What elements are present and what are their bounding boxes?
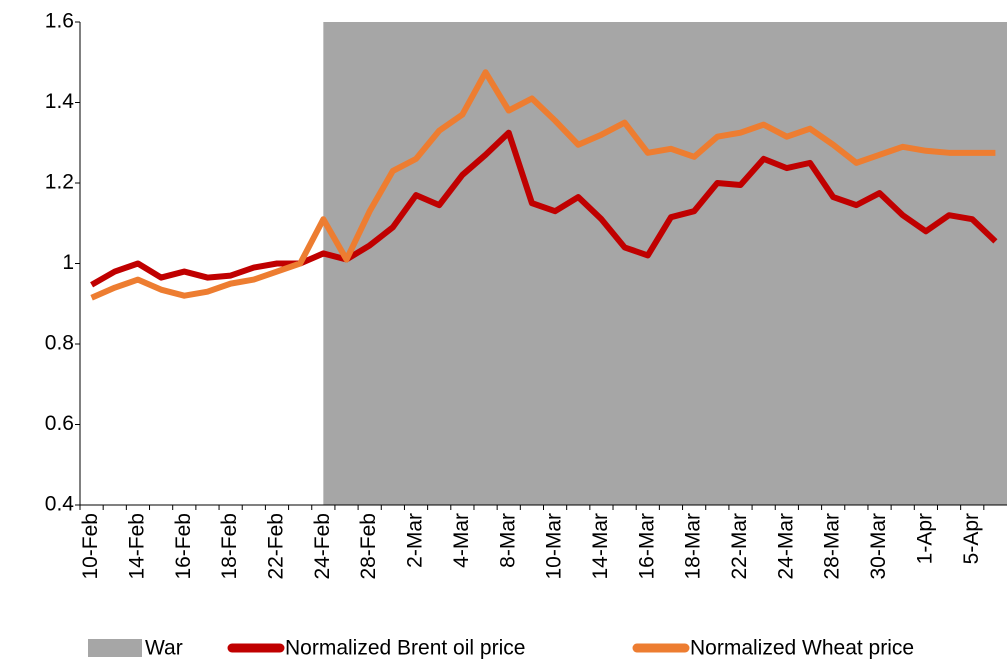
x-tick-label: 14-Feb — [125, 513, 148, 580]
war-area — [323, 22, 1007, 505]
x-tick-label: 2-Mar — [404, 513, 427, 568]
y-tick-label: 0.8 — [45, 332, 74, 355]
legend-label: Normalized Wheat price — [690, 637, 914, 660]
y-tick-label: 1 — [62, 251, 74, 274]
x-tick-label: 5-Apr — [960, 513, 983, 564]
x-tick-label: 28-Mar — [821, 513, 844, 580]
y-tick-label: 1.4 — [45, 90, 75, 113]
x-tick-label: 30-Mar — [867, 513, 890, 580]
legend-swatch — [88, 639, 142, 657]
x-tick-label: 18-Feb — [218, 513, 241, 580]
x-tick-label: 18-Mar — [682, 513, 705, 580]
y-tick-label: 0.4 — [45, 493, 75, 516]
x-tick-label: 24-Feb — [311, 513, 334, 580]
x-tick-label: 24-Mar — [774, 513, 797, 580]
x-tick-label: 10-Mar — [543, 513, 566, 580]
y-tick-label: 1.6 — [45, 10, 74, 33]
x-tick-label: 4-Mar — [450, 513, 473, 568]
x-tick-label: 8-Mar — [496, 513, 519, 568]
y-tick-label: 1.2 — [45, 171, 74, 194]
x-tick-label: 1-Apr — [913, 513, 936, 564]
x-tick-label: 22-Feb — [265, 513, 288, 580]
series-line — [90, 129, 998, 288]
x-tick-label: 16-Mar — [635, 513, 658, 580]
legend-label: War — [145, 637, 183, 660]
x-tick-label: 22-Mar — [728, 513, 751, 580]
x-tick-label: 16-Feb — [172, 513, 195, 580]
y-tick-label: 0.6 — [45, 412, 74, 435]
x-tick-label: 14-Mar — [589, 513, 612, 580]
x-tick-label: 28-Feb — [357, 513, 380, 580]
legend-label: Normalized Brent oil price — [285, 637, 525, 660]
series-line — [90, 69, 996, 301]
x-tick-label: 10-Feb — [79, 513, 102, 580]
